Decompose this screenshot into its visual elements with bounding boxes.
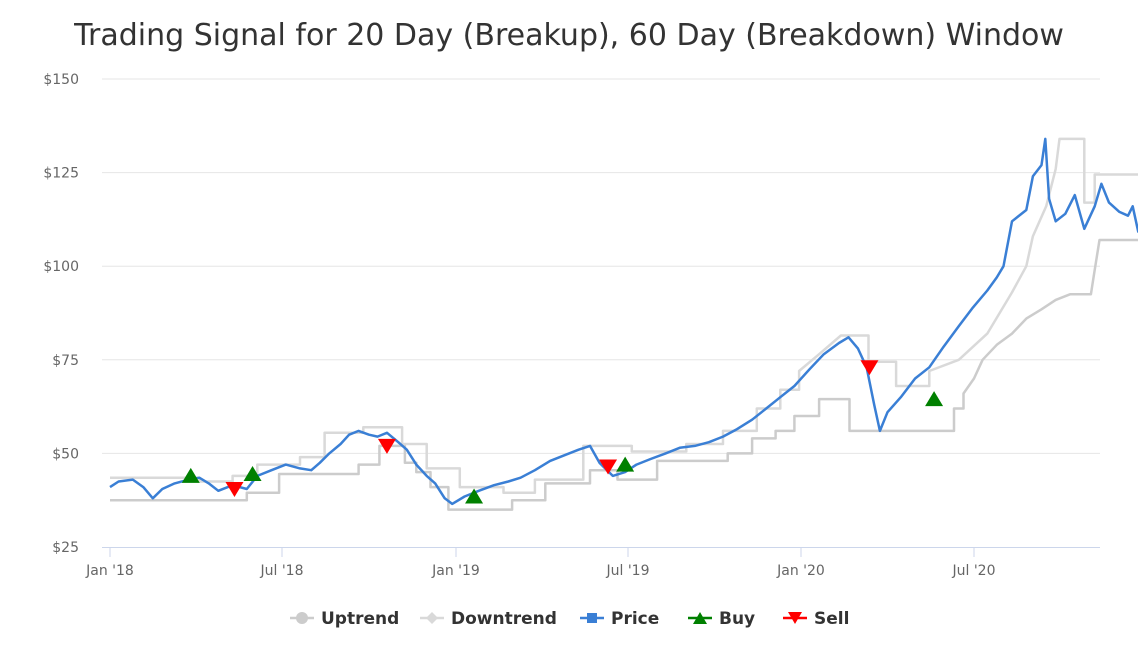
- legend-item-buy[interactable]: Buy: [688, 609, 755, 629]
- legend-symbol-uptrend: [296, 612, 308, 624]
- marker-layer: [181, 360, 944, 504]
- y-tick-label: $100: [43, 259, 79, 275]
- legend-item-uptrend[interactable]: Uptrend: [290, 609, 399, 629]
- sell-marker[interactable]: [377, 438, 396, 454]
- legend-item-price[interactable]: Price: [580, 609, 659, 629]
- legend-item-downtrend[interactable]: Downtrend: [420, 609, 557, 629]
- x-tick-label: Jul '19: [605, 563, 649, 579]
- legend-label-price: Price: [611, 609, 659, 629]
- legend-symbol-sell: [788, 612, 802, 624]
- legend-label-uptrend: Uptrend: [321, 609, 399, 629]
- buy-marker[interactable]: [465, 488, 484, 504]
- legend-item-sell[interactable]: Sell: [783, 609, 849, 629]
- x-tick-label: Jan '20: [776, 563, 825, 579]
- sell-marker[interactable]: [599, 459, 618, 475]
- y-tick-label: $150: [43, 72, 79, 88]
- legend-symbol-buy: [693, 612, 707, 624]
- sell-marker[interactable]: [225, 481, 244, 497]
- axis-layer: $25 $50 $75 $100 $125 $150 Jan '18 Jul '18 Jan '…: [43, 72, 1100, 579]
- uptrend-series-line[interactable]: [110, 238, 1138, 511]
- buy-marker[interactable]: [616, 456, 635, 472]
- buy-marker[interactable]: [181, 467, 200, 483]
- price-series-line[interactable]: [109, 137, 1138, 506]
- grid-layer: [102, 78, 1100, 454]
- x-tick-label: Jul '20: [951, 563, 995, 579]
- y-tick-label: $125: [43, 166, 79, 182]
- x-tick-label: Jan '19: [431, 563, 480, 579]
- legend[interactable]: Uptrend Downtrend Price Buy Sell: [290, 609, 849, 629]
- buy-marker[interactable]: [243, 465, 262, 481]
- downtrend-series-line[interactable]: [110, 137, 1138, 494]
- legend-symbol-price: [587, 613, 597, 623]
- legend-label-buy: Buy: [719, 609, 755, 629]
- y-tick-label: $50: [52, 446, 79, 462]
- series-layer: [109, 137, 1138, 511]
- y-tick-label: $25: [52, 540, 79, 556]
- x-tick-label: Jan '18: [85, 563, 134, 579]
- chart-title: Trading Signal for 20 Day (Breakup), 60 …: [73, 18, 1064, 53]
- legend-label-downtrend: Downtrend: [451, 609, 557, 629]
- legend-symbol-downtrend: [426, 612, 438, 624]
- x-tick-label: Jul '18: [259, 563, 303, 579]
- y-tick-label: $75: [52, 353, 79, 369]
- sell-marker[interactable]: [860, 360, 879, 376]
- buy-marker[interactable]: [925, 391, 944, 407]
- legend-label-sell: Sell: [814, 609, 849, 629]
